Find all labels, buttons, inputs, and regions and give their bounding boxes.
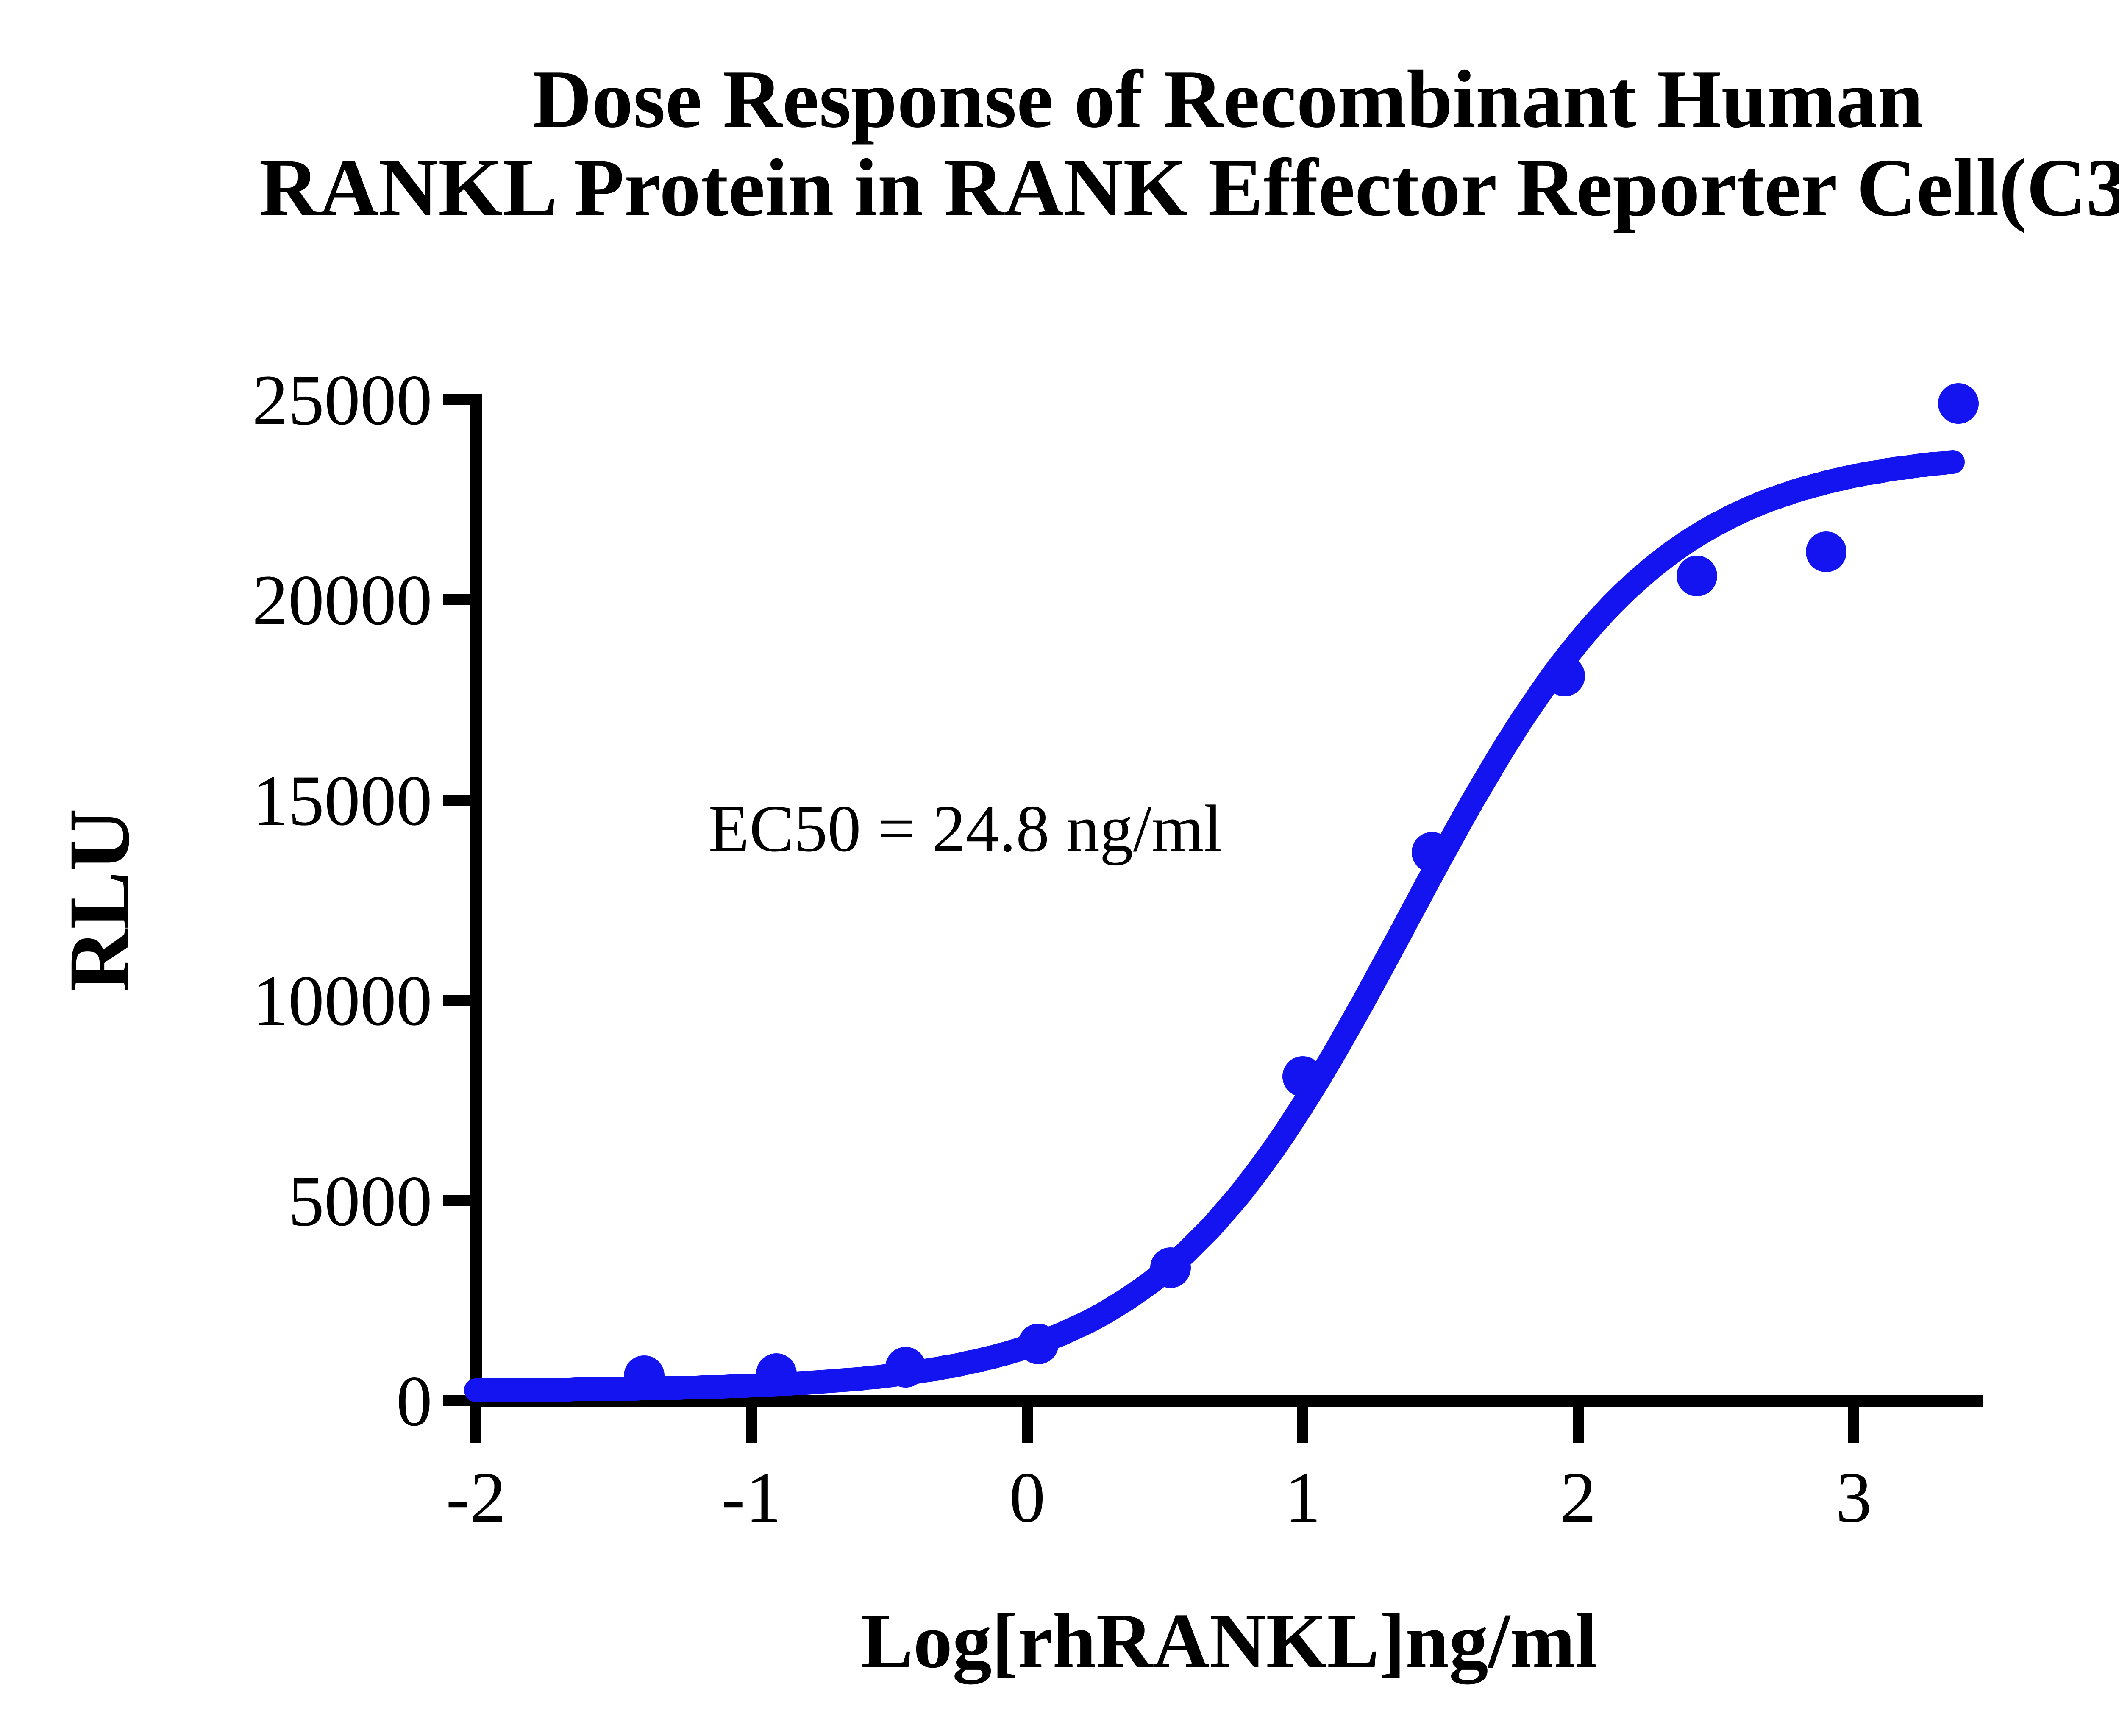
x-tick-label: -2 — [446, 1458, 506, 1537]
data-point — [1150, 1247, 1191, 1288]
y-tick-label: 5000 — [288, 1161, 432, 1241]
data-point — [1282, 1056, 1323, 1097]
x-tick-label: 0 — [1009, 1458, 1046, 1537]
x-tick-label: 1 — [1285, 1458, 1321, 1537]
data-point — [1938, 383, 1979, 424]
ec50-annotation: EC50 = 24.8 ng/ml — [708, 792, 1223, 866]
data-point — [1544, 656, 1585, 696]
chart-title: Dose Response of Recombinant Human RANKL… — [0, 55, 2119, 232]
fit-curve — [464, 450, 1965, 1402]
x-tick-label: 2 — [1560, 1458, 1596, 1537]
y-tick-label: 15000 — [252, 761, 432, 840]
x-tick-label: 3 — [1836, 1458, 1872, 1537]
y-tick-label: 20000 — [252, 560, 432, 640]
data-point — [1806, 531, 1846, 572]
data-point — [756, 1353, 797, 1394]
y-tick-label: 10000 — [252, 961, 432, 1040]
y-tick-label: 25000 — [252, 360, 432, 440]
data-point — [1412, 832, 1452, 873]
data-point — [1677, 556, 1717, 596]
data-point — [885, 1347, 926, 1388]
data-point — [1018, 1324, 1059, 1364]
chart-title-line1: Dose Response of Recombinant Human — [532, 53, 1924, 145]
x-axis-title: Log[rhRANKL]ng/ml — [861, 1597, 1597, 1685]
y-tick-label: 0 — [396, 1361, 432, 1441]
data-point — [624, 1355, 665, 1396]
x-tick-label: -1 — [721, 1458, 781, 1537]
chart-title-line2: RANKL Protein in RANK Effector Reporter … — [259, 142, 2119, 234]
